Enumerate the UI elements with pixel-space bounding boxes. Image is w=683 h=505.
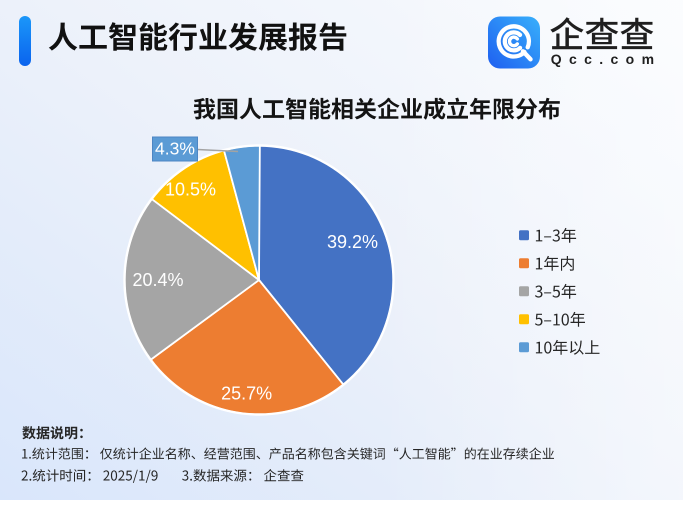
svg-text:20.4%: 20.4%: [132, 270, 183, 290]
svg-text:10.5%: 10.5%: [165, 179, 216, 199]
svg-text:25.7%: 25.7%: [221, 383, 272, 403]
svg-text:Qcc.com: Qcc.com: [551, 51, 662, 67]
svg-text:39.2%: 39.2%: [327, 232, 378, 252]
svg-text:4.3%: 4.3%: [155, 139, 195, 159]
